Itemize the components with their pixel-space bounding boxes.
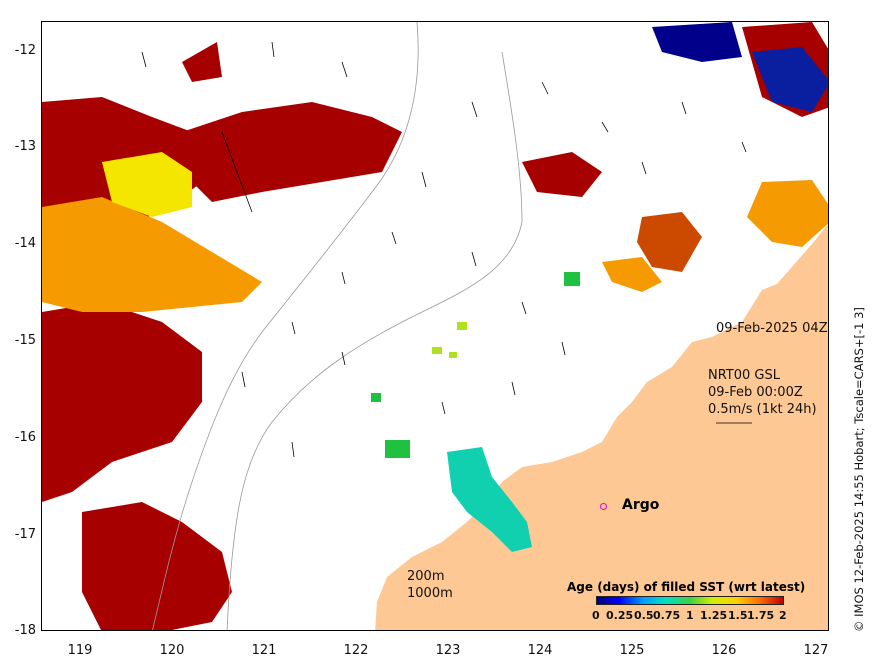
lime-patch-2	[432, 347, 442, 354]
green-patch-3	[371, 393, 381, 402]
x-tick-label: 120	[159, 643, 185, 658]
depth-contour-1000m	[226, 51, 523, 630]
x-tick-label: 122	[343, 643, 369, 658]
old-sst-north	[152, 102, 402, 202]
argo-float-marker	[600, 503, 607, 510]
orange-se	[602, 257, 662, 292]
sst-map	[42, 22, 828, 630]
navy-ne	[652, 22, 742, 62]
lime-patch-3	[449, 352, 457, 358]
colorbar	[596, 596, 784, 605]
y-tick-label: -18	[14, 623, 36, 638]
navy-ne-2	[752, 47, 828, 112]
teal-patch	[447, 447, 532, 552]
map-frame	[41, 21, 829, 631]
x-tick-label: 121	[251, 643, 277, 658]
date-label: 09-Feb-2025 04Z	[716, 321, 828, 336]
y-tick-label: -14	[14, 236, 36, 251]
depth-contour-200m	[152, 22, 419, 630]
old-sst-mid-east	[522, 152, 602, 197]
y-tick-label: -15	[14, 333, 36, 348]
colorbar-tick: 0.5	[634, 609, 654, 622]
colorbar-title: Age (days) of filled SST (wrt latest)	[567, 580, 806, 594]
x-tick-label: 123	[435, 643, 461, 658]
old-sst-southwest	[42, 302, 202, 502]
copyright-note: © IMOS 12-Feb-2025 14:55 Hobart; Tscale=…	[852, 307, 866, 632]
orange-west-1	[42, 197, 262, 312]
yellow-patch	[102, 152, 192, 217]
colorbar-tick: 0.75	[653, 609, 681, 622]
y-tick-label: -13	[14, 139, 36, 154]
green-patch-1	[564, 272, 580, 286]
colorbar-tick: 2	[779, 609, 787, 622]
x-tick-label: 127	[803, 643, 829, 658]
nrt-line-3: 0.5m/s (1kt 24h)	[708, 402, 817, 417]
x-tick-label: 124	[527, 643, 553, 658]
colorbar-tick: 0	[592, 609, 600, 622]
colorbar-tick: 1.75	[747, 609, 775, 622]
nrt-line-2: 09-Feb 00:00Z	[708, 385, 803, 400]
lime-patch-1	[457, 322, 467, 330]
argo-label: Argo	[622, 497, 660, 513]
depth-label-200m: 200m	[407, 569, 445, 584]
y-tick-label: -12	[14, 43, 36, 58]
y-tick-label: -16	[14, 430, 36, 445]
old-sst-south	[82, 502, 232, 630]
depth-label-1000m: 1000m	[407, 586, 453, 601]
colorbar-tick: 1.25	[700, 609, 728, 622]
colorbar-tick: 1.5	[728, 609, 748, 622]
current-vectors	[141, 41, 752, 458]
nrt-line-1: NRT00 GSL	[708, 368, 780, 383]
orange-east	[747, 180, 828, 247]
old-sst-top	[182, 42, 222, 82]
x-tick-label: 119	[67, 643, 93, 658]
colorbar-tick: 1	[686, 609, 694, 622]
brown-patch	[637, 212, 702, 272]
y-tick-label: -17	[14, 527, 36, 542]
colorbar-tick: 0.25	[606, 609, 634, 622]
green-patch-2	[385, 440, 410, 458]
x-tick-label: 126	[711, 643, 737, 658]
x-tick-label: 125	[619, 643, 645, 658]
